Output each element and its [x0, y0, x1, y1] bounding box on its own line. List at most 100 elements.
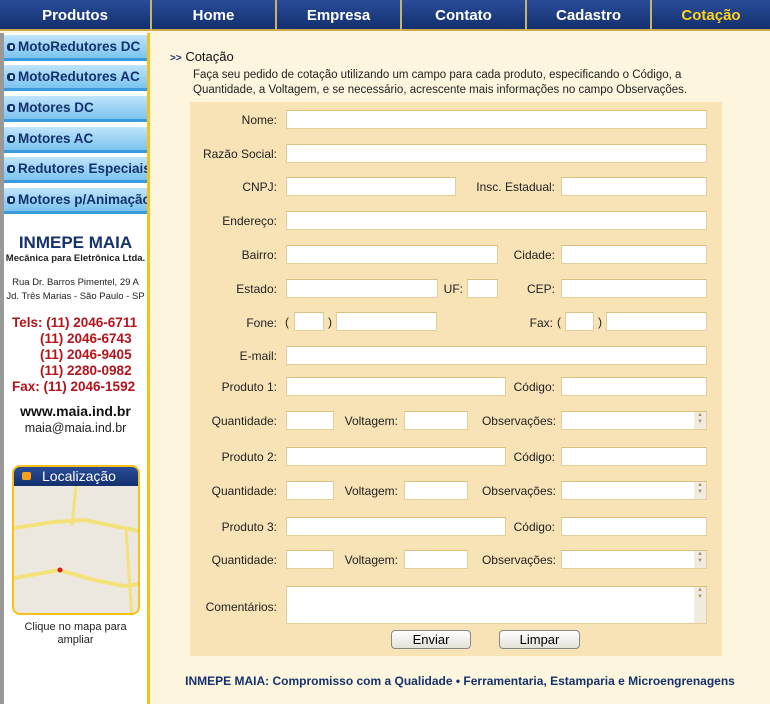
sidebar-item-motoredutores-dc[interactable]: MotoRedutores DC	[4, 35, 147, 61]
label-paren-open: (	[557, 315, 561, 329]
cep-input[interactable]	[561, 279, 707, 298]
sidebar-item-label: Motores AC	[18, 131, 94, 146]
sidebar-item-motores-animacao[interactable]: Motores p/Animação	[4, 188, 147, 214]
codigo1-input[interactable]	[561, 377, 707, 396]
cidade-input[interactable]	[561, 245, 707, 264]
intro-line: Faça seu pedido de cotação utilizando um…	[193, 69, 682, 81]
observacoes3-textarea[interactable]: ▲ ▼	[561, 550, 707, 569]
uf-input[interactable]	[467, 279, 498, 298]
voltagem3-input[interactable]	[404, 550, 468, 569]
company-subtitle: Mecânica para Eletrônica Ltda.	[5, 253, 146, 264]
page-heading: >> Cotação	[170, 49, 234, 67]
nav-cadastro[interactable]: Cadastro	[525, 0, 650, 31]
produto2-input[interactable]	[286, 447, 506, 466]
bairro-input[interactable]	[286, 245, 498, 264]
estado-input[interactable]	[286, 279, 438, 298]
email-link[interactable]: maia@maia.ind.br	[24, 421, 127, 435]
nav-contato[interactable]: Contato	[400, 0, 525, 31]
fax-ddd-input[interactable]	[565, 312, 594, 331]
label-produto2: Produto 2:	[221, 450, 277, 464]
enviar-button[interactable]: Enviar	[391, 630, 471, 649]
nav-produtos[interactable]: Produtos	[42, 7, 108, 24]
label-uf: UF:	[443, 282, 463, 296]
comentarios-textarea[interactable]: ▲ ▼	[286, 586, 707, 624]
map-caption-2: ampliar	[57, 634, 94, 646]
label-fax: Fax:	[529, 316, 553, 330]
phone-1: Tels: (11) 2046-6711	[12, 315, 138, 330]
label-quantidade: Quantidade:	[211, 414, 277, 428]
bullet-icon	[7, 104, 15, 112]
limpar-button[interactable]: Limpar	[499, 630, 580, 649]
label-codigo: Código:	[513, 450, 555, 464]
fone-input[interactable]	[336, 312, 437, 331]
label-quantidade: Quantidade:	[211, 553, 277, 567]
scrollbar[interactable]: ▲ ▼	[694, 551, 706, 568]
quantidade2-input[interactable]	[286, 481, 334, 500]
address-line2: Jd. Três Marias - São Paulo - SP	[6, 291, 145, 302]
cnpj-input[interactable]	[286, 177, 456, 196]
produto1-input[interactable]	[286, 377, 506, 396]
page-title: Cotação	[185, 49, 234, 64]
label-observacoes: Observações:	[481, 414, 556, 428]
map-caption: Clique no mapa para	[24, 621, 127, 633]
label-bairro: Bairro:	[241, 248, 277, 262]
label-cnpj: CNPJ:	[242, 180, 277, 194]
nav-empresa[interactable]: Empresa	[275, 0, 400, 31]
observacoes1-textarea[interactable]: ▲ ▼	[561, 411, 707, 430]
sidebar-item-label: Redutores Especiais	[18, 161, 147, 176]
map-image	[14, 485, 138, 613]
sidebar-item-motores-ac[interactable]: Motores AC	[4, 127, 147, 153]
top-nav: Produtos Home Empresa Contato Cadastro C…	[0, 0, 770, 31]
email-input[interactable]	[286, 346, 707, 365]
label-paren-open: (	[285, 315, 289, 329]
codigo2-input[interactable]	[561, 447, 707, 466]
fone-ddd-input[interactable]	[294, 312, 324, 331]
sidebar-item-redutores-especiais[interactable]: Redutores Especiais	[4, 157, 147, 183]
voltagem2-input[interactable]	[404, 481, 468, 500]
arrow-icon: >>	[170, 53, 182, 64]
observacoes2-textarea[interactable]: ▲ ▼	[561, 481, 707, 500]
quantidade3-input[interactable]	[286, 550, 334, 569]
scrollbar[interactable]: ▲ ▼	[694, 587, 706, 623]
label-quantidade: Quantidade:	[211, 484, 277, 498]
voltagem1-input[interactable]	[404, 411, 468, 430]
label-voltagem: Voltagem:	[344, 414, 398, 428]
quantidade1-input[interactable]	[286, 411, 334, 430]
label-codigo: Código:	[513, 520, 555, 534]
nome-input[interactable]	[286, 110, 707, 129]
sidebar-item-label: Motores DC	[18, 100, 94, 115]
scrollbar[interactable]: ▲ ▼	[694, 482, 706, 499]
endereco-input[interactable]	[286, 211, 707, 230]
label-email: E-mail:	[239, 349, 277, 363]
phone-3: (11) 2046-9405	[40, 347, 132, 362]
produto3-input[interactable]	[286, 517, 506, 536]
label-observacoes: Observações:	[481, 553, 556, 567]
company-logo: INMEPE MAIA	[18, 233, 133, 252]
insc-estadual-input[interactable]	[561, 177, 707, 196]
location-map[interactable]: Localização	[12, 465, 140, 615]
label-insc: Insc. Estadual:	[476, 180, 555, 194]
sidebar-item-motores-dc[interactable]: Motores DC	[4, 96, 147, 122]
label-codigo: Código:	[513, 380, 555, 394]
label-estado: Estado:	[236, 282, 277, 296]
fax: Fax: (11) 2046-1592	[12, 379, 136, 394]
label-observacoes: Observações:	[481, 484, 556, 498]
fax-input[interactable]	[606, 312, 707, 331]
label-fone: Fone:	[246, 316, 277, 330]
scrollbar[interactable]: ▲ ▼	[694, 412, 706, 429]
sidebar-item-label: MotoRedutores DC	[18, 39, 141, 54]
label-produto1: Produto 1:	[221, 380, 277, 394]
nav-home[interactable]: Home	[150, 0, 275, 31]
label-paren-close: )	[598, 315, 602, 329]
label-paren-close: )	[328, 315, 332, 329]
bullet-icon	[7, 165, 15, 173]
codigo3-input[interactable]	[561, 517, 707, 536]
razao-social-input[interactable]	[286, 144, 707, 163]
nav-cotacao[interactable]: Cotação	[650, 0, 770, 31]
sidebar-item-motoredutores-ac[interactable]: MotoRedutores AC	[4, 65, 147, 91]
bullet-icon	[7, 73, 15, 81]
label-cidade: Cidade:	[513, 248, 555, 262]
website-link[interactable]: www.maia.ind.br	[20, 403, 131, 419]
map-title: Localização	[42, 468, 116, 484]
sidebar-item-label: Motores p/Animação	[18, 192, 147, 207]
